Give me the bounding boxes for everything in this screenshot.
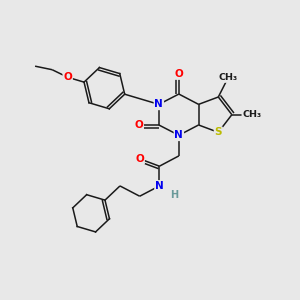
Text: N: N	[175, 130, 183, 140]
Text: CH₃: CH₃	[218, 74, 238, 82]
Text: O: O	[63, 72, 72, 82]
Text: S: S	[214, 127, 222, 137]
Text: N: N	[155, 181, 164, 191]
Text: H: H	[170, 190, 178, 200]
Text: CH₃: CH₃	[242, 110, 261, 119]
Text: N: N	[154, 99, 163, 110]
Text: O: O	[135, 154, 144, 164]
Text: O: O	[175, 69, 183, 79]
Text: O: O	[134, 120, 143, 130]
